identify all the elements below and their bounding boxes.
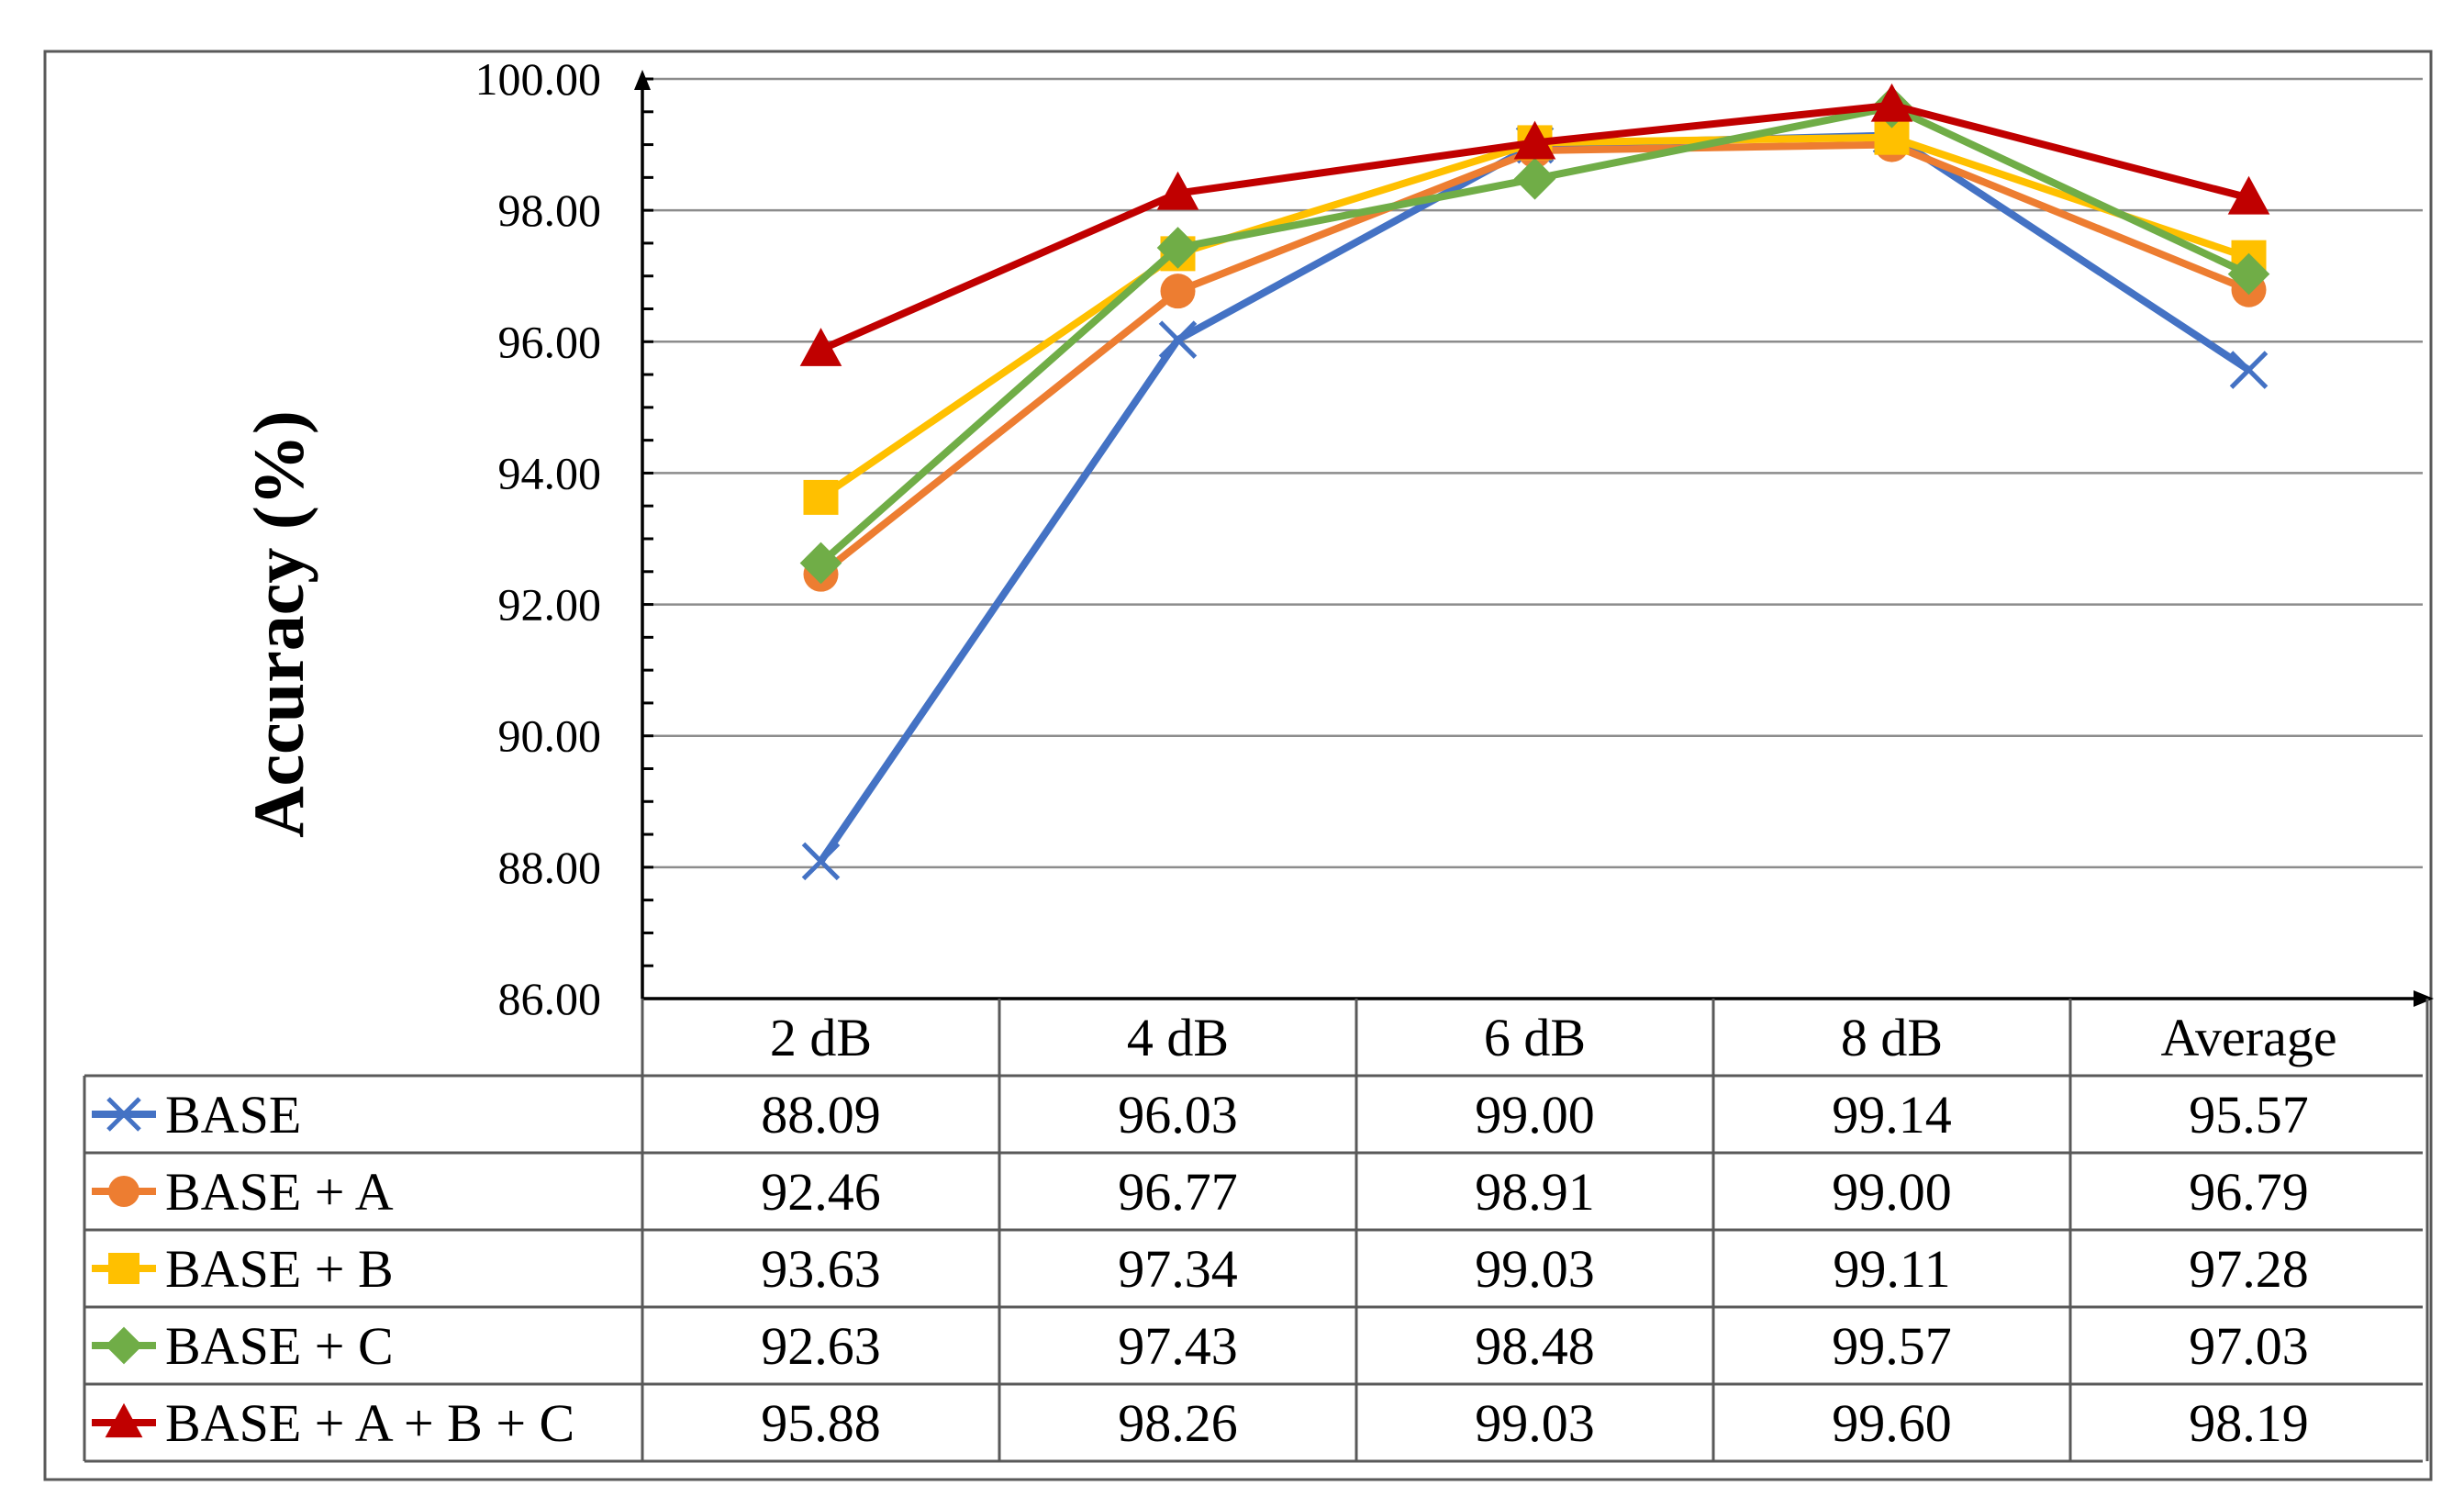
legend-series-name: BASE + B bbox=[165, 1239, 394, 1299]
data-label: 96.77 bbox=[1118, 1162, 1238, 1222]
data-label: 98.19 bbox=[2189, 1393, 2309, 1453]
series-marker bbox=[1156, 227, 1199, 269]
series-lines bbox=[799, 83, 2270, 881]
y-tick-label: 90.00 bbox=[498, 710, 602, 762]
x-category-label: 6 dB bbox=[1484, 1008, 1586, 1067]
data-label: 99.60 bbox=[1832, 1393, 1952, 1453]
series-marker bbox=[106, 1097, 141, 1132]
axes bbox=[634, 70, 2434, 1007]
data-label: 99.03 bbox=[1475, 1239, 1595, 1299]
y-tick-label: 92.00 bbox=[498, 579, 602, 631]
data-label: 88.09 bbox=[761, 1085, 881, 1145]
data-label: 99.14 bbox=[1832, 1085, 1952, 1145]
y-axis-arrow bbox=[634, 70, 651, 90]
series-marker bbox=[2227, 252, 2270, 296]
data-label: 96.03 bbox=[1118, 1085, 1238, 1145]
data-label: 93.63 bbox=[761, 1239, 881, 1299]
data-label: 95.88 bbox=[761, 1393, 881, 1453]
y-axis-title: Accuracy (%) bbox=[239, 410, 318, 838]
legend-series-name: BASE + A bbox=[165, 1162, 394, 1222]
x-axis-arrow bbox=[2414, 990, 2434, 1007]
data-label: 99.00 bbox=[1475, 1085, 1595, 1145]
y-tick-label: 94.00 bbox=[498, 447, 602, 498]
series-marker bbox=[1513, 157, 1556, 200]
data-label: 95.57 bbox=[2189, 1085, 2309, 1145]
data-label: 92.63 bbox=[761, 1316, 881, 1376]
data-label: 97.28 bbox=[2189, 1239, 2309, 1299]
series-marker bbox=[801, 842, 841, 881]
data-label: 98.26 bbox=[1118, 1393, 1238, 1453]
y-tick-labels: 86.00 88.00 90.00 92.00 94.00 96.00 98.00 100.0… bbox=[475, 53, 602, 1024]
legend-series-name: BASE + A + B + C bbox=[165, 1393, 574, 1453]
series-marker bbox=[2229, 351, 2269, 389]
x-category-label: 4 dB bbox=[1127, 1008, 1229, 1067]
series-marker bbox=[1160, 274, 1196, 309]
x-category-label: 2 dB bbox=[770, 1008, 872, 1067]
series-marker bbox=[105, 1402, 143, 1438]
legend-series-name: BASE bbox=[165, 1085, 301, 1145]
series-marker bbox=[799, 542, 842, 585]
x-category-label: Average bbox=[2160, 1008, 2336, 1067]
series-marker bbox=[1158, 320, 1198, 359]
series-marker bbox=[1156, 171, 1199, 210]
data-table: 2 dB 4 dB 6 dB 8 dB Average BASE 88.09 96.03 99.… bbox=[83, 999, 2429, 1463]
y-tick-label: 96.00 bbox=[498, 316, 602, 367]
series-marker bbox=[803, 479, 839, 515]
legend-series-name: BASE + C bbox=[165, 1316, 394, 1376]
x-category-label: 8 dB bbox=[1841, 1008, 1943, 1067]
series-marker bbox=[108, 1176, 139, 1207]
y-tick-label: 98.00 bbox=[498, 184, 602, 236]
y-tick-label: 88.00 bbox=[498, 842, 602, 893]
y-tick-label: 86.00 bbox=[498, 973, 602, 1024]
series-marker bbox=[1513, 120, 1556, 160]
series-marker bbox=[2227, 175, 2270, 215]
data-label: 92.46 bbox=[761, 1162, 881, 1222]
chart-frame bbox=[43, 50, 2433, 1481]
data-label: 98.48 bbox=[1475, 1316, 1595, 1376]
data-label: 98.91 bbox=[1475, 1162, 1595, 1222]
y-tick-label: 100.00 bbox=[475, 53, 602, 105]
series-marker bbox=[799, 328, 842, 366]
data-label: 96.79 bbox=[2189, 1162, 2309, 1222]
data-label: 99.11 bbox=[1833, 1239, 1950, 1299]
data-label: 99.57 bbox=[1832, 1316, 1952, 1376]
data-label: 99.03 bbox=[1475, 1393, 1595, 1453]
data-label: 97.03 bbox=[2189, 1316, 2309, 1376]
grid-lines bbox=[642, 77, 2423, 869]
data-label: 99.00 bbox=[1832, 1162, 1952, 1222]
series-marker bbox=[108, 1253, 139, 1284]
series-marker bbox=[1870, 83, 1913, 122]
series-marker bbox=[105, 1326, 143, 1365]
data-label: 97.43 bbox=[1118, 1316, 1238, 1376]
data-label: 97.34 bbox=[1118, 1239, 1238, 1299]
